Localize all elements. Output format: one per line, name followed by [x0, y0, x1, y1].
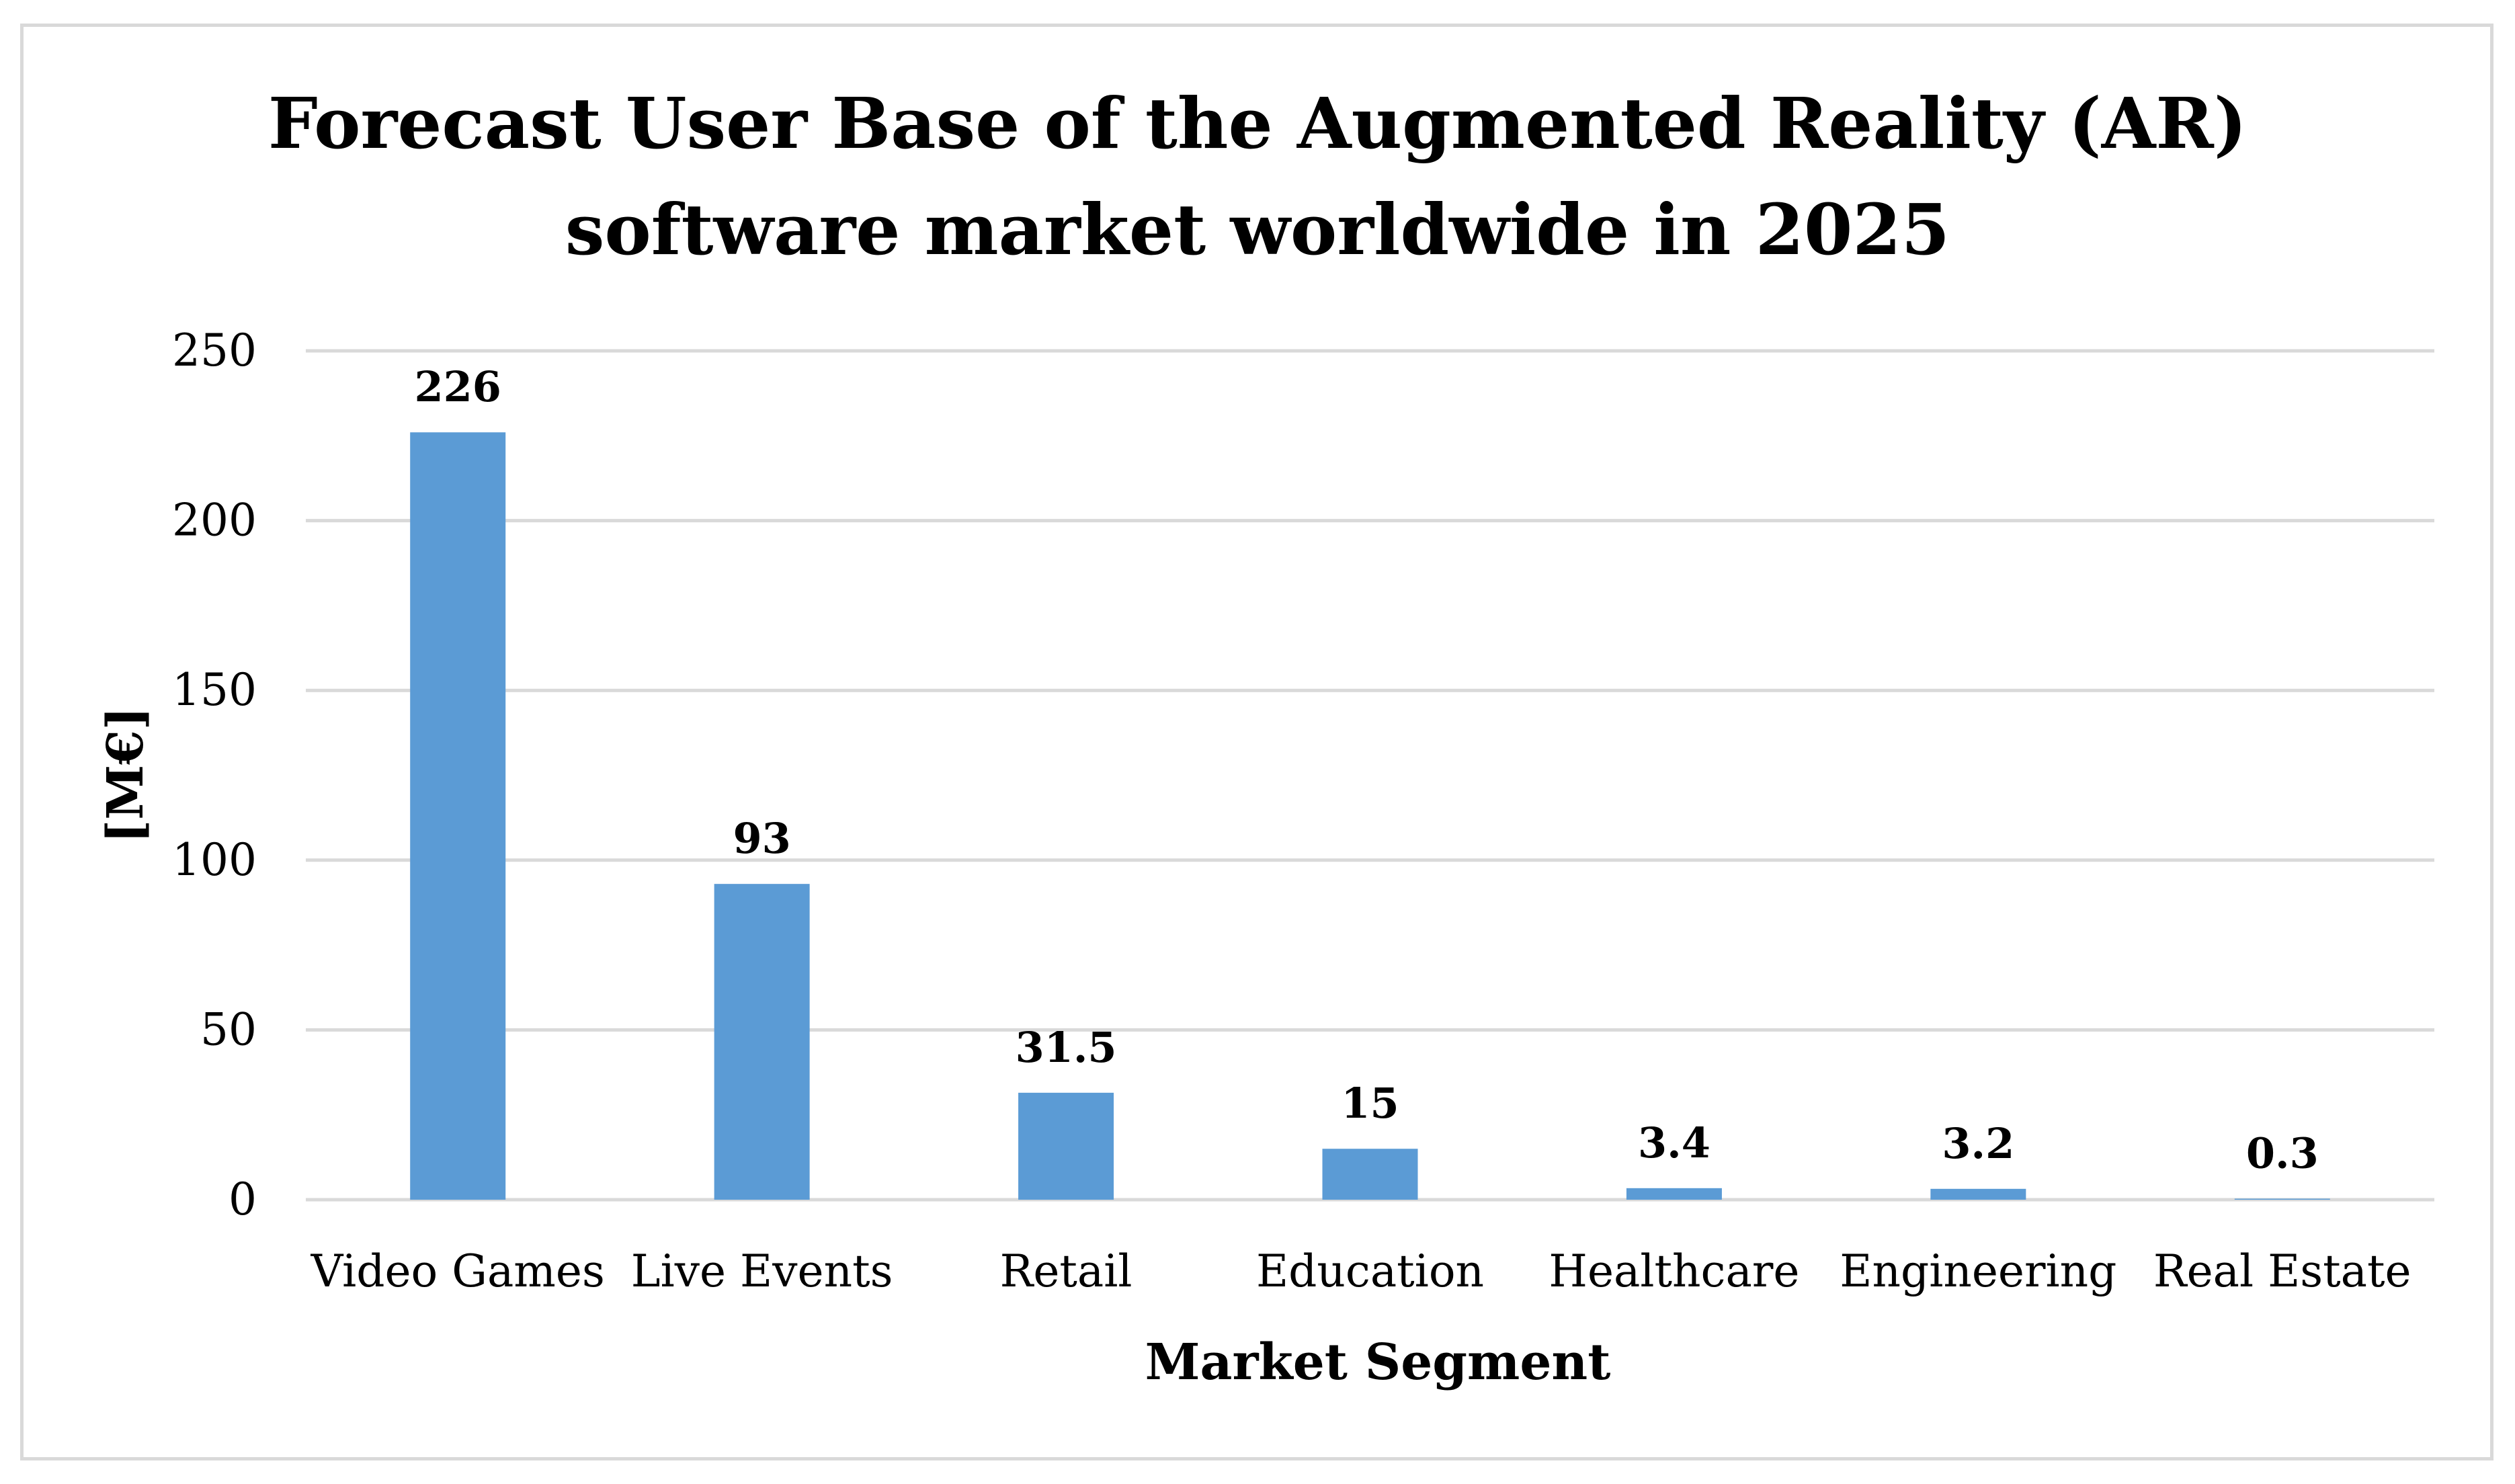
x-tick-label: Education [1256, 1245, 1484, 1297]
y-axis-ticks: 0 50 100 150 200 250 [172, 325, 257, 1225]
bars [410, 432, 2330, 1200]
x-tick-label: Retail [1000, 1245, 1132, 1297]
data-label: 0.3 [2246, 1128, 2319, 1178]
bar [1626, 1188, 1722, 1200]
bar [410, 432, 506, 1200]
x-tick-label: Healthcare [1549, 1245, 1799, 1297]
data-labels: 226 93 31.5 15 3.4 3.2 0.3 [415, 362, 2319, 1178]
x-axis-ticks: Video Games Live Events Retail Education Hea… [311, 1245, 2411, 1297]
data-label: 15 [1341, 1079, 1399, 1128]
bar [714, 884, 810, 1200]
x-tick-label: Video Games [311, 1245, 605, 1297]
bar [1018, 1092, 1114, 1200]
data-label: 93 [733, 814, 791, 863]
chart-title-line-2: software market worldwide in 2025 [565, 188, 1950, 271]
chart-title-line-1: Forecast User Base of the Augmented Real… [268, 82, 2247, 165]
y-tick-label: 0 [229, 1173, 257, 1225]
gridlines [306, 349, 2434, 1202]
data-label: 3.2 [1942, 1119, 2014, 1168]
x-tick-label: Engineering [1840, 1245, 2116, 1297]
bar [1930, 1188, 2026, 1200]
data-label: 226 [415, 362, 501, 411]
y-tick-label: 200 [172, 495, 257, 546]
y-tick-label: 50 [200, 1003, 257, 1055]
y-axis-title: [M€] [97, 706, 155, 843]
data-label: 3.4 [1638, 1118, 1710, 1167]
y-tick-label: 100 [172, 834, 257, 886]
bar [2234, 1198, 2330, 1200]
bar [1322, 1149, 1418, 1200]
y-tick-label: 150 [172, 664, 257, 716]
x-axis-title: Market Segment [1145, 1333, 1611, 1391]
data-label: 31.5 [1016, 1023, 1117, 1072]
x-tick-label: Real Estate [2153, 1245, 2411, 1297]
y-tick-label: 250 [172, 325, 257, 376]
x-tick-label: Live Events [631, 1245, 893, 1297]
